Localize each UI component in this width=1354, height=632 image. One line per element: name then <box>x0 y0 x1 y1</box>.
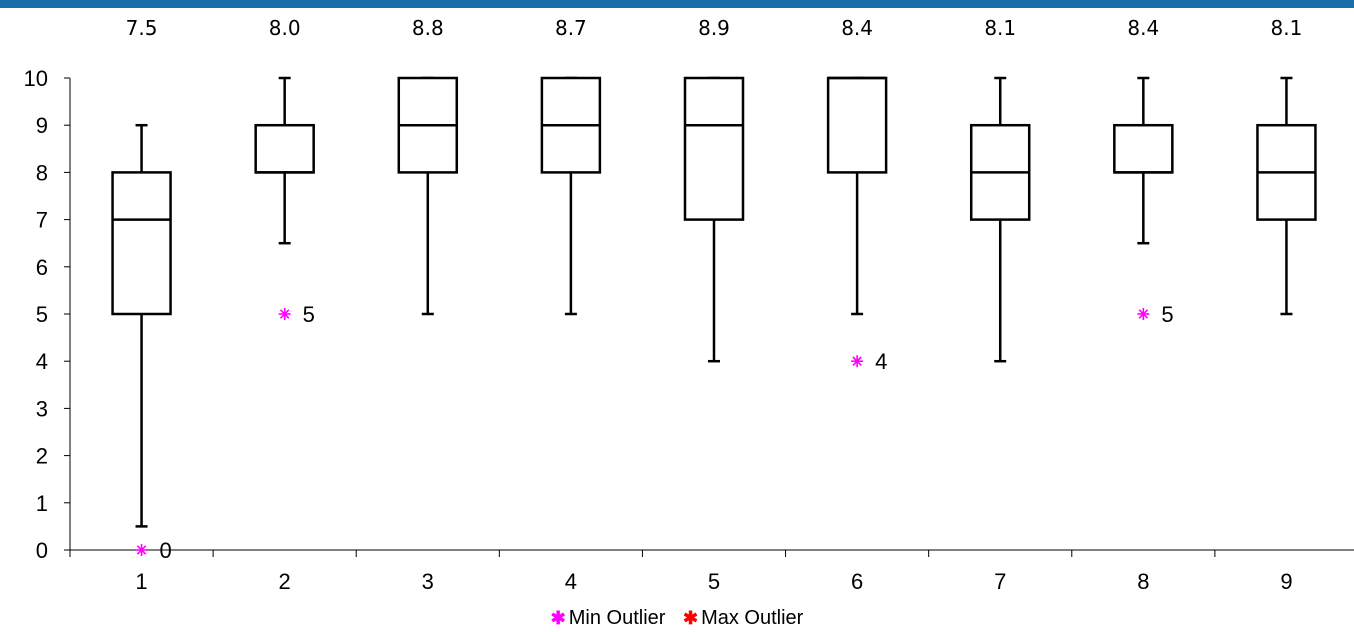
y-tick-label: 3 <box>36 396 48 421</box>
min-outlier-point <box>135 544 148 556</box>
box-9 <box>1256 76 1317 316</box>
min-outlier-marker-icon: ✱ <box>550 608 566 628</box>
chart-marks: 7.5 8.0 8.8 8.7 8.9 8.4 8.1 8.4 8.1 0 5 4 5 <box>111 16 1317 563</box>
x-tick-label: 6 <box>851 569 863 594</box>
y-tick-label: 10 <box>24 66 48 91</box>
x-tick-label: 7 <box>994 569 1006 594</box>
max-outlier-marker-icon: ✱ <box>683 608 699 628</box>
iqr-box <box>683 76 745 221</box>
box-7 <box>969 76 1031 363</box>
min-outlier-label: 4 <box>875 349 887 374</box>
box-6 <box>826 76 888 316</box>
y-tick-label: 5 <box>36 302 48 327</box>
x-tick-label: 5 <box>708 569 720 594</box>
mean-label: 8.9 <box>698 16 730 40</box>
legend-min-outlier: ✱ Min Outlier <box>551 607 666 630</box>
iqr-box <box>826 76 888 174</box>
mean-label: 8.0 <box>269 16 301 40</box>
x-tick-label: 3 <box>422 569 434 594</box>
legend-max-outlier-label: Max Outlier <box>701 607 804 629</box>
y-tick-label: 6 <box>36 255 48 280</box>
x-tick-label: 4 <box>565 569 577 594</box>
iqr-box <box>254 123 315 174</box>
y-tick-label: 1 <box>36 491 48 516</box>
mean-label: 8.7 <box>555 16 587 40</box>
y-tick-label: 2 <box>36 444 48 469</box>
min-outlier-point <box>1137 308 1150 320</box>
box-3 <box>397 76 459 316</box>
box-8 <box>1113 76 1174 245</box>
y-tick-label: 9 <box>36 113 48 138</box>
iqr-box <box>111 171 172 316</box>
box-1 <box>111 123 172 528</box>
x-tick-label: 2 <box>279 569 291 594</box>
mean-label: 8.4 <box>841 16 873 40</box>
legend-min-outlier-label: Min Outlier <box>568 607 666 629</box>
x-tick-label: 8 <box>1137 569 1149 594</box>
min-outlier-label: 5 <box>303 302 315 327</box>
box-2 <box>254 76 315 245</box>
mean-label: 7.5 <box>126 16 158 40</box>
x-tick-label: 9 <box>1280 569 1292 594</box>
mean-label: 8.1 <box>1271 16 1303 40</box>
y-tick-label: 7 <box>36 208 48 233</box>
mean-label: 8.8 <box>412 16 444 40</box>
y-tick-label: 4 <box>36 349 48 374</box>
box-4 <box>540 76 602 316</box>
legend-max-outlier: ✱ Max Outlier <box>683 607 803 630</box>
y-tick-label: 8 <box>36 160 48 185</box>
min-outlier-point <box>851 355 864 368</box>
mean-label: 8.4 <box>1127 16 1159 40</box>
y-tick-label: 0 <box>36 538 48 563</box>
min-outlier-label: 0 <box>160 538 172 563</box>
x-tick-label: 1 <box>135 569 147 594</box>
mean-label: 8.1 <box>984 16 1016 40</box>
chart-legend: ✱ Min Outlier ✱ Max Outlier <box>0 607 1354 630</box>
min-outlier-point <box>278 308 291 320</box>
top-accent-bar <box>0 0 1354 8</box>
box-5 <box>683 76 745 363</box>
min-outlier-label: 5 <box>1161 302 1173 327</box>
iqr-box <box>1113 123 1174 174</box>
